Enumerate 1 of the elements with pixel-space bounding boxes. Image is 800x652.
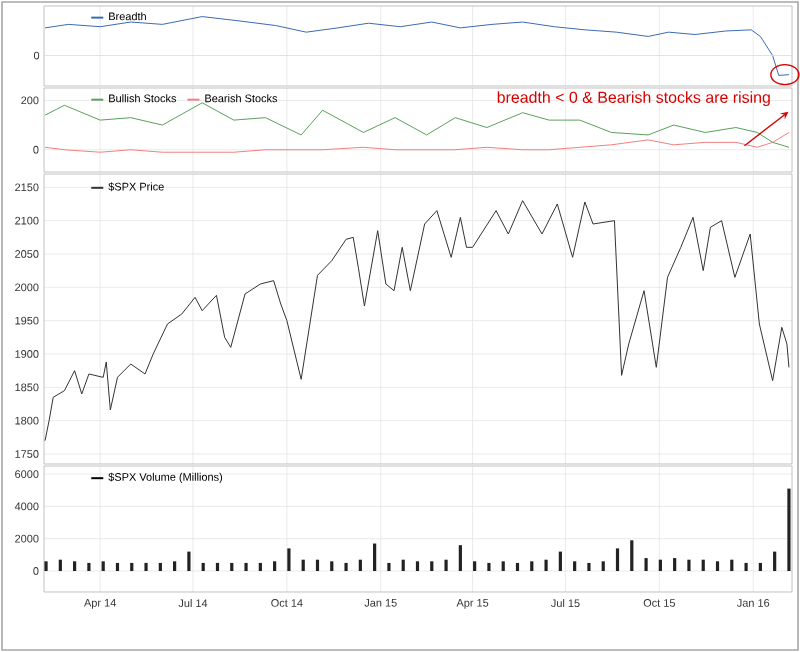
line-series xyxy=(44,200,790,442)
